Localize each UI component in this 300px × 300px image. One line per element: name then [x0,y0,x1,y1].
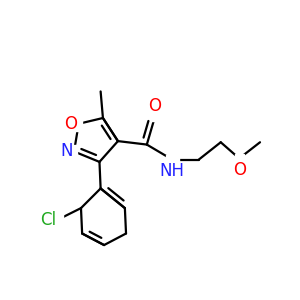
Text: O: O [64,115,77,133]
Bar [73,117,82,131]
Bar [151,108,159,122]
Text: O: O [148,97,161,115]
Bar [235,154,244,168]
Bar [166,155,178,169]
Text: N: N [60,142,73,160]
Bar [50,213,63,226]
Text: NH: NH [160,162,185,180]
Text: Cl: Cl [40,211,57,229]
Bar [68,145,77,158]
Text: O: O [233,161,246,179]
